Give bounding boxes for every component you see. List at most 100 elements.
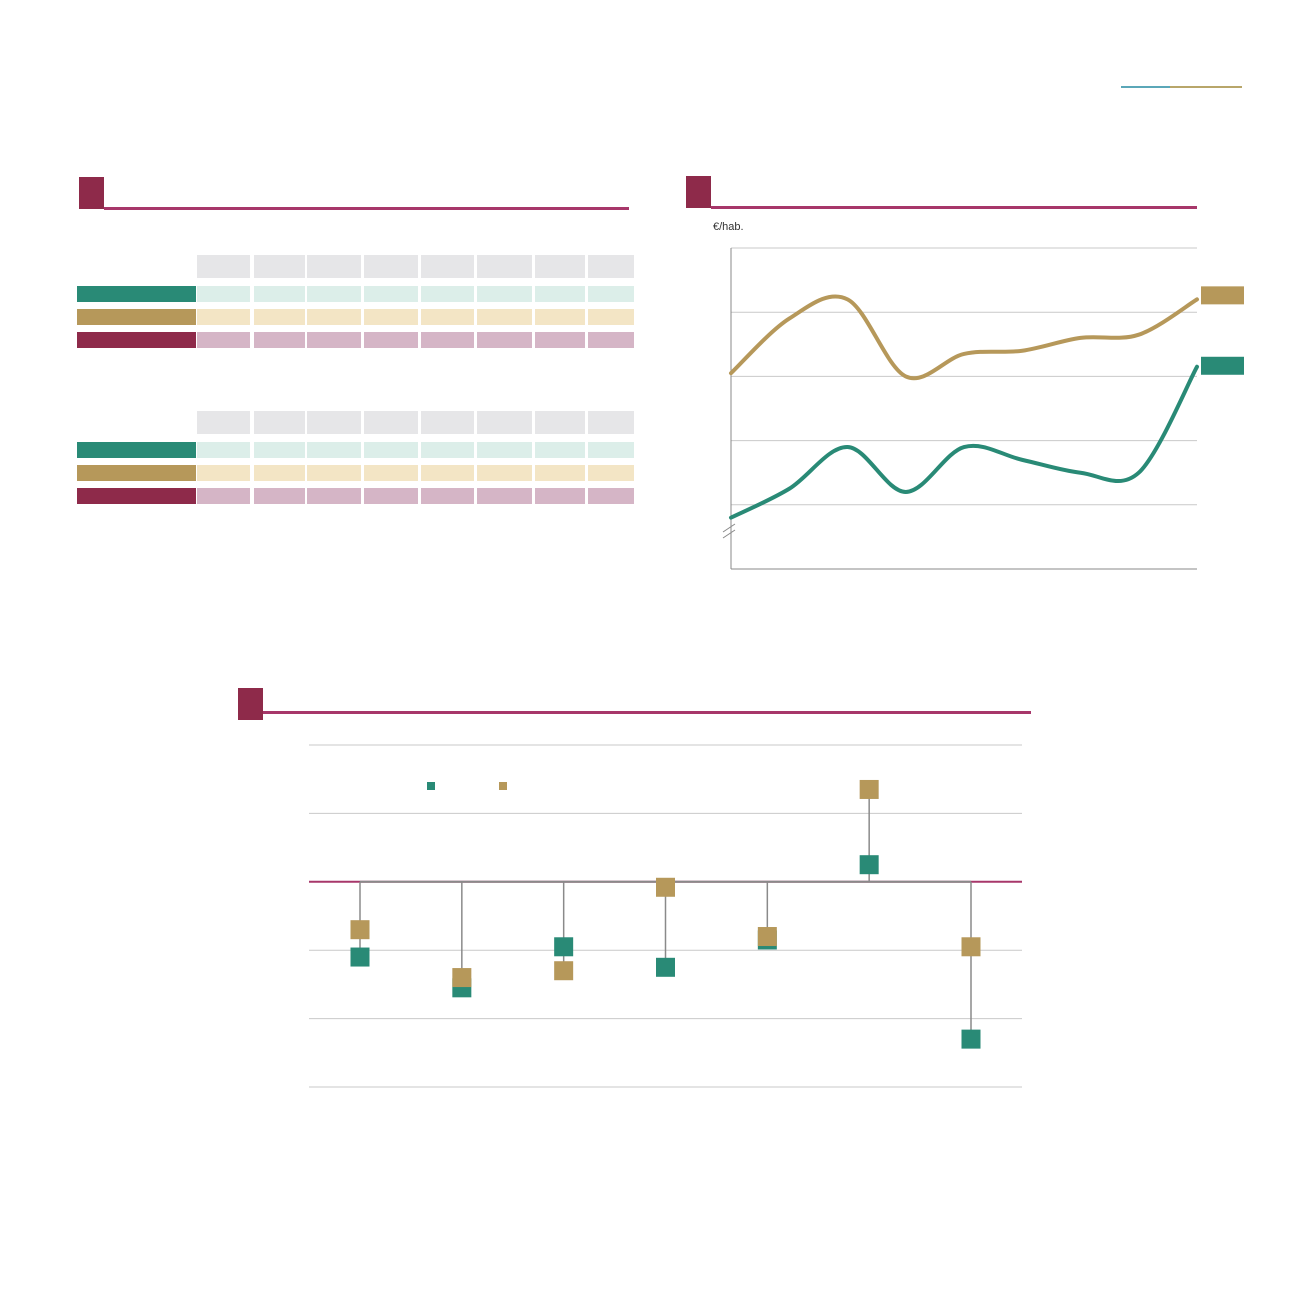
marker-gold (757, 927, 777, 947)
series-line-gold (729, 294, 1199, 381)
header-accent-teal (1121, 86, 1170, 88)
table-cell (197, 309, 250, 325)
marker-teal (656, 957, 675, 977)
marker-gold (859, 779, 879, 799)
section-rule (104, 207, 629, 210)
marker-gold (350, 920, 370, 940)
table-cell (477, 465, 532, 481)
table-header-cell (588, 255, 634, 278)
table-cell (421, 488, 474, 504)
table-row (77, 488, 637, 504)
table-header-cell (421, 255, 474, 278)
table-cell (535, 309, 585, 325)
table-cell (307, 488, 361, 504)
section-rule (711, 206, 1197, 209)
section-marker (238, 688, 263, 720)
table-cell (477, 309, 532, 325)
axis-break-mark (722, 523, 736, 533)
marker-teal (350, 947, 370, 967)
table-cell (197, 442, 250, 458)
table-cell (477, 286, 532, 302)
table-cell (588, 332, 634, 348)
table-cell (535, 332, 585, 348)
table-cell (254, 465, 305, 481)
table-cell (535, 488, 585, 504)
table-header-cell (588, 411, 634, 434)
series-end-tag-gold (1201, 286, 1244, 305)
table-cell (421, 465, 474, 481)
table-header-cell (197, 255, 250, 278)
table-cell (307, 309, 361, 325)
table-row (77, 309, 637, 325)
table-cell (535, 465, 585, 481)
table-cell (421, 309, 474, 325)
table-row (77, 465, 637, 481)
section-marker (79, 177, 104, 209)
table-row-label (77, 488, 196, 504)
table-cell (421, 442, 474, 458)
table-row-label (77, 286, 196, 302)
marker-gold (961, 937, 981, 957)
table-cell (364, 286, 418, 302)
table-cell (588, 286, 634, 302)
table-cell (307, 465, 361, 481)
table-header-cell (477, 411, 532, 434)
header-accent-gold (1170, 86, 1242, 88)
table-cell (364, 332, 418, 348)
table-header-row (77, 411, 637, 434)
table-cell (197, 332, 250, 348)
table-cell (254, 332, 305, 348)
table-row-label (77, 309, 196, 325)
table-header-cell (307, 411, 361, 434)
section-rule (263, 711, 1031, 714)
table-cell (307, 286, 361, 302)
line-chart (722, 247, 1244, 570)
marker-gold (452, 968, 472, 988)
series-line-teal (729, 364, 1199, 520)
table-cell (364, 442, 418, 458)
table-cell (197, 465, 250, 481)
series-end-tag-teal (1201, 356, 1244, 375)
table-cell (254, 309, 305, 325)
table-cell (307, 442, 361, 458)
table-cell (588, 309, 634, 325)
table-cell (364, 488, 418, 504)
table-cell (254, 442, 305, 458)
table-row-label (77, 442, 196, 458)
marker-teal (554, 937, 574, 957)
table-header-cell (364, 411, 418, 434)
table-cell (254, 286, 305, 302)
table-row (77, 442, 637, 458)
table-cell (588, 442, 634, 458)
table-header-cell (364, 255, 418, 278)
table-cell (421, 286, 474, 302)
table-cell (477, 442, 532, 458)
table-header-cell (477, 255, 532, 278)
table-header-cell (254, 255, 305, 278)
table-header-cell (535, 255, 585, 278)
marker-gold (554, 961, 574, 981)
legend-swatch-gold (499, 782, 507, 790)
axis-break-mark (722, 529, 736, 539)
marker-gold (656, 877, 675, 897)
table-cell (197, 286, 250, 302)
table-header-cell (421, 411, 474, 434)
table-cell (477, 332, 532, 348)
marker-teal (859, 855, 879, 875)
table-cell (535, 286, 585, 302)
table-cell (421, 332, 474, 348)
table-cell (364, 309, 418, 325)
table-row-label (77, 465, 196, 481)
table-header-cell (254, 411, 305, 434)
table-header-cell (535, 411, 585, 434)
table-row (77, 286, 637, 302)
table-cell (535, 442, 585, 458)
table-header-row (77, 255, 637, 278)
y-axis-unit-label: €/hab. (713, 221, 744, 233)
table-cell (307, 332, 361, 348)
table-cell (197, 488, 250, 504)
marker-teal (961, 1029, 981, 1049)
table-cell (254, 488, 305, 504)
table-cell (588, 488, 634, 504)
